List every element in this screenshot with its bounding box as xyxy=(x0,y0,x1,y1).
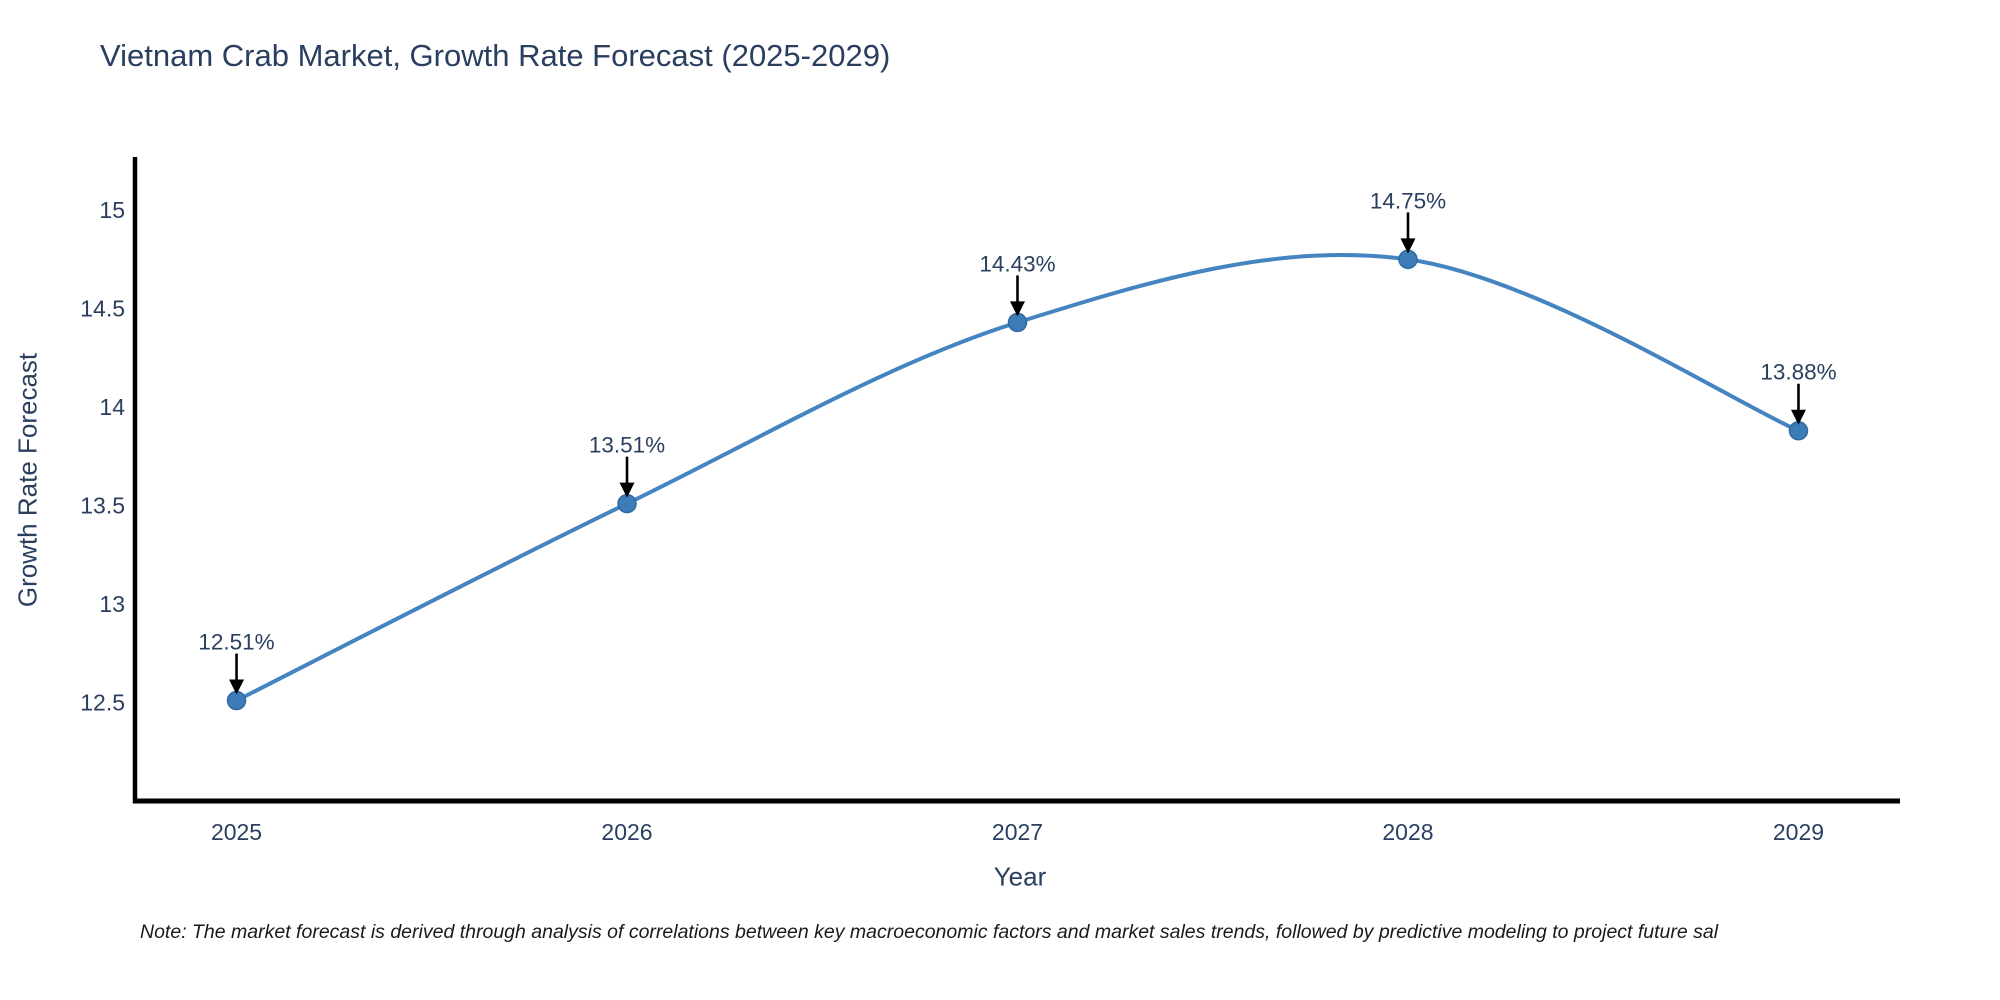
x-tick-label: 2027 xyxy=(992,819,1043,845)
x-tick-label: 2026 xyxy=(601,819,652,845)
data-point-label: 14.75% xyxy=(1370,188,1446,213)
annotation-arrowhead-icon xyxy=(229,679,245,695)
y-tick-label: 15 xyxy=(99,197,125,223)
data-point-label: 12.51% xyxy=(198,630,274,655)
annotation-arrowhead-icon xyxy=(1400,238,1416,254)
data-point-label: 13.88% xyxy=(1760,360,1836,385)
chart-title: Vietnam Crab Market, Growth Rate Forecas… xyxy=(100,38,891,73)
y-tick-label: 14.5 xyxy=(80,296,125,322)
x-tick-label: 2029 xyxy=(1773,819,1824,845)
annotation-arrowhead-icon xyxy=(1790,409,1806,425)
y-axis-title: Growth Rate Forecast xyxy=(12,352,43,608)
y-tick-label: 14 xyxy=(99,394,125,420)
data-point-label: 13.51% xyxy=(589,433,665,458)
footnote: Note: The market forecast is derived thr… xyxy=(140,921,1719,943)
x-tick-label: 2025 xyxy=(211,819,262,845)
data-point-label: 14.43% xyxy=(979,251,1055,276)
annotation-arrowhead-icon xyxy=(619,482,635,498)
x-tick-label: 2028 xyxy=(1382,819,1433,845)
y-tick-label: 12.5 xyxy=(80,690,125,716)
y-tick-label: 13.5 xyxy=(80,493,125,519)
y-tick-label: 13 xyxy=(99,591,125,617)
x-axis-title: Year xyxy=(993,861,1047,892)
annotation-arrowhead-icon xyxy=(1010,301,1025,317)
